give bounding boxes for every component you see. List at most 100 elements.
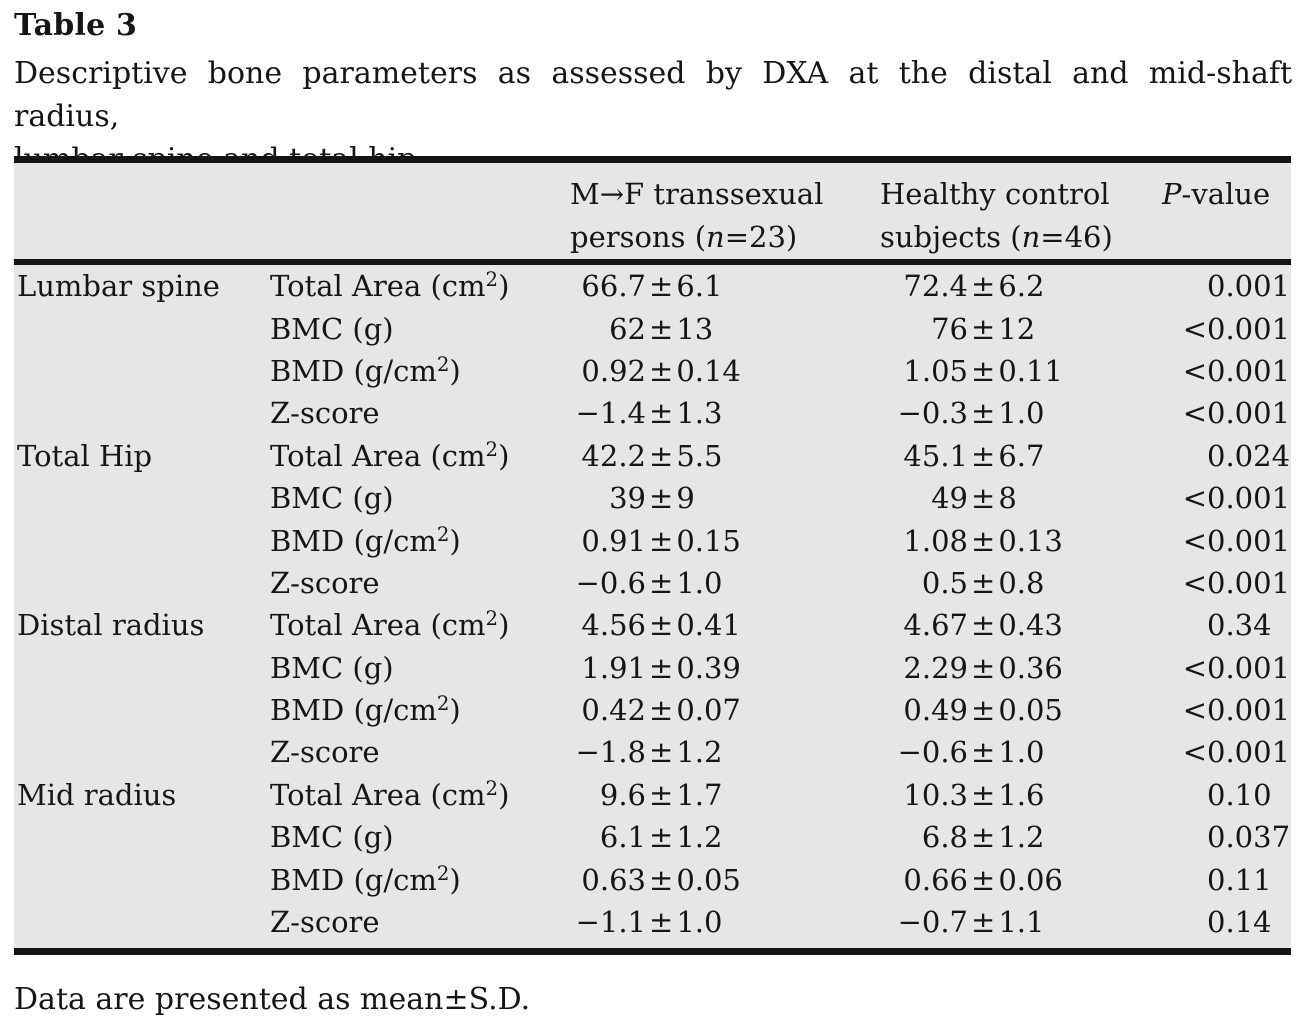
parameter-label: Total Area (cm2) [270,777,570,812]
value-control-group: 1.08 ±0.13 [880,524,1162,558]
parameter-superscript: 2 [436,353,450,377]
sd-value: 5.5 [676,438,723,473]
section-label: Mid radius [17,777,177,812]
caption-line-1: Descriptive bone parameters as assessed … [14,56,1292,134]
mean-value: 4.67 [903,608,968,643]
p-value-number: 0.34 [1207,608,1272,643]
parameter-text-end: ) [498,777,510,812]
plus-minus-sign: ± [971,481,996,516]
plus-minus-sign: ± [649,820,674,855]
parameter-text: BMC (g) [270,481,394,516]
table-footnote: Data are presented as mean±S.D. [14,982,531,1017]
mean-value: 1.05 [903,353,968,388]
value-transsexual-group: 9.6 ±1.7 [570,778,880,812]
table-row: Z-score −1.1 ±1.0 −0.7 ±1.1 0.14 [14,901,1291,943]
parameter-label: BMD (g/cm2) [270,692,570,728]
plus-minus-sign: ± [649,481,674,516]
less-than-sign: < [1182,565,1207,600]
parameter-text: BMD (g/cm [270,862,437,897]
value-control-group: 0.49 ±0.05 [880,693,1162,727]
parameter-text: Total Area (cm [270,438,486,473]
value-control-group: 45.1 ±6.7 [880,439,1162,473]
less-than-sign: < [1182,650,1207,685]
mean-value: 4.56 [581,608,646,643]
value-control-group: −0.6 ±1.0 [880,735,1162,769]
table-row: Z-score −1.4 ±1.3 −0.3 ±1.0 <0.001 [14,392,1291,434]
parameter-text: BMC (g) [270,311,394,346]
header-col-pvalue: P-value [1162,173,1291,259]
p-value-number: 0.11 [1207,862,1272,897]
p-value: 0.34 [1162,608,1291,642]
sd-value: 0.06 [998,862,1063,897]
mean-value: 1.08 [903,523,968,558]
parameter-text: BMD (g/cm [270,693,437,728]
mean-value: 0.63 [581,862,646,897]
p-value-number: 0.001 [1207,693,1291,728]
parameter-text: BMC (g) [270,820,394,855]
section-label: Lumbar spine [17,269,220,304]
sd-value: 0.05 [998,693,1063,728]
mean-value: −1.4 [575,396,646,431]
table-row: BMD (g/cm2) 0.92 ±0.14 1.05 ±0.11 <0.001 [14,350,1291,392]
plus-minus-sign: ± [971,777,996,812]
sd-value: 0.14 [676,353,741,388]
section-label: Distal radius [17,608,205,643]
table-row: BMC (g) 39 ±9 49 ±8 <0.001 [14,477,1291,519]
table-title: Table 3 [14,8,138,43]
p-value-number: 0.001 [1207,565,1291,600]
parameter-superscript: 2 [485,268,499,292]
table-row: Mid radius Total Area (cm2) 9.6 ±1.7 10.3… [14,774,1291,816]
p-value: <0.001 [1162,651,1291,685]
mean-value: −1.1 [575,905,646,940]
parameter-text: Z-score [270,565,380,600]
table-body: Lumbar spine Total Area (cm2) 66.7 ±6.1 7… [14,265,1291,948]
table-header-row: M→F transsexual persons (n=23) Healthy c… [14,163,1291,265]
plus-minus-sign: ± [649,565,674,600]
mean-value: 2.29 [903,650,968,685]
mean-value: 0.92 [581,353,646,388]
p-value-number: 0.001 [1207,269,1291,304]
plus-minus-sign: ± [971,438,996,473]
data-table: M→F transsexual persons (n=23) Healthy c… [14,156,1291,956]
parameter-text-end: ) [498,608,510,643]
less-than-sign: < [1182,693,1207,728]
table-row: BMD (g/cm2) 0.91 ±0.15 1.08 ±0.13 <0.001 [14,519,1291,561]
parameter-text: Total Area (cm [270,608,486,643]
group2-header-line2: subjects (n=46) [880,216,1162,259]
parameter-label: BMD (g/cm2) [270,862,570,897]
p-value-number: 0.001 [1207,650,1291,685]
sd-value: 1.2 [998,820,1045,855]
mean-value: 0.5 [921,565,968,600]
mean-value: 6.8 [921,820,968,855]
value-transsexual-group: 66.7 ±6.1 [570,269,880,303]
plus-minus-sign: ± [649,650,674,685]
less-than-sign: < [1182,481,1207,516]
table-row: BMD (g/cm2) 0.42 ±0.07 0.49 ±0.05 <0.001 [14,689,1291,731]
group2-line2-post: =46) [1040,220,1113,254]
plus-minus-sign: ± [649,862,674,897]
parameter-text: BMC (g) [270,650,394,685]
parameter-label: Z-score [270,396,570,430]
value-control-group: −0.7 ±1.1 [880,905,1162,939]
parameter-label: Total Area (cm2) [270,268,570,303]
table-row: BMC (g) 6.1 ±1.2 6.8 ±1.2 0.037 [14,816,1291,858]
p-value: 0.14 [1162,905,1291,939]
sd-value: 0.41 [676,608,741,643]
header-col-parameter [270,173,570,259]
less-than-sign: < [1182,735,1207,770]
plus-minus-sign: ± [971,269,996,304]
p-value: <0.001 [1162,354,1291,388]
plus-minus-sign: ± [971,650,996,685]
value-control-group: −0.3 ±1.0 [880,396,1162,430]
value-transsexual-group: 4.56 ±0.41 [570,608,880,642]
mean-value: 66.7 [581,269,646,304]
plus-minus-sign: ± [649,438,674,473]
parameter-superscript: 2 [485,607,499,631]
less-than-sign: < [1182,353,1207,388]
parameter-text-end: ) [449,693,461,728]
value-control-group: 2.29 ±0.36 [880,651,1162,685]
plus-minus-sign: ± [971,905,996,940]
sd-value: 1.6 [998,777,1045,812]
p-value-number: 0.001 [1207,735,1291,770]
group1-n-symbol: n [706,220,725,254]
